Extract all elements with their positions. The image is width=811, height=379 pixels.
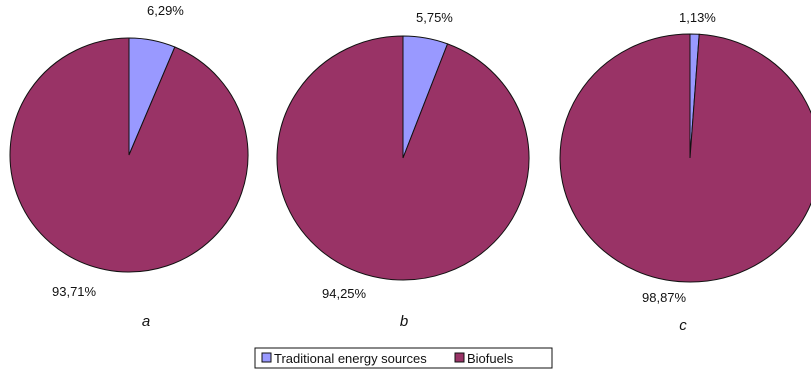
pie-chart-c: 1,13% 98,87% c [559,10,811,334]
pie-chart-b: 5,75% 94,25% b [276,10,530,330]
legend: Traditional energy sources Biofuels [254,347,553,369]
pie-subtitle: a [142,313,150,330]
pie-slice-biofuels [276,35,530,281]
legend-label-traditional: Traditional energy sources [274,351,427,366]
pie-subtitle: b [400,313,408,330]
pie-chart-a: 6,29% 93,71% a [9,3,249,330]
data-label-biofuels: 94,25% [322,286,367,301]
legend-box [254,347,553,369]
data-label-traditional: 1,13% [679,10,716,25]
data-label-biofuels: 93,71% [52,284,97,299]
legend-swatch-traditional [261,352,272,363]
legend-label-biofuels: Biofuels [467,351,514,366]
legend-swatch-biofuels [454,352,465,363]
data-label-traditional: 6,29% [147,3,184,18]
pie-slice-biofuels [559,33,811,283]
data-label-biofuels: 98,87% [642,290,687,305]
data-label-traditional: 5,75% [416,10,453,25]
pie-subtitle: c [679,317,687,334]
pie-slice-biofuels [9,37,249,273]
